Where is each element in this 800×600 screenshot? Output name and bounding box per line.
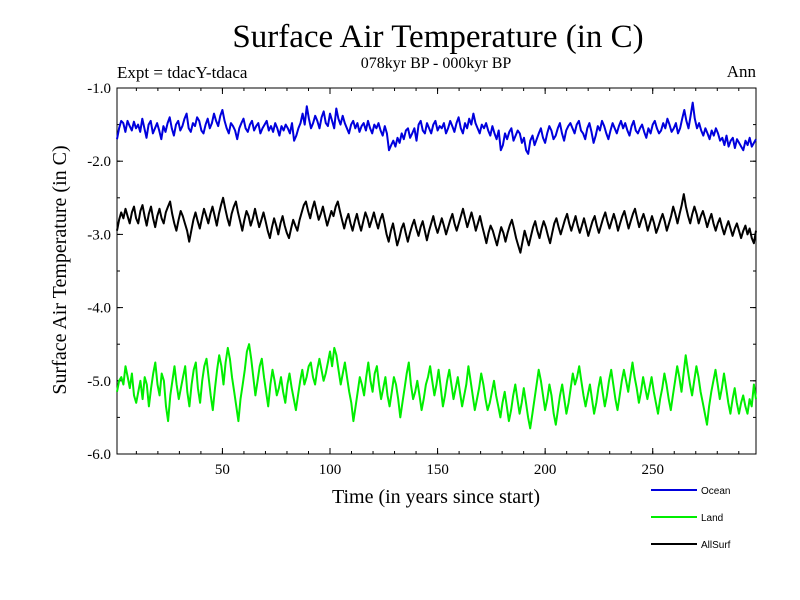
y-tick-label: -5.0 [87, 374, 111, 390]
y-tick-label: -1.0 [87, 81, 111, 97]
legend-label-land: Land [701, 513, 723, 524]
experiment-label: Expt = tdacY-tdaca [117, 63, 248, 82]
season-label: Ann [727, 62, 757, 81]
series-line-land [116, 343, 757, 430]
chart-subtitle: 078kyr BP - 000kyr BP [361, 55, 512, 72]
y-tick-label: -2.0 [87, 154, 111, 170]
series-line-allsurf [116, 193, 757, 254]
y-tick-label: -6.0 [87, 447, 111, 463]
y-axis-title: Surface Air Temperature (in C) [49, 145, 71, 394]
legend: Ocean Land AllSurf [651, 486, 731, 551]
legend-label-allsurf: AllSurf [701, 540, 731, 551]
series-lines [116, 101, 757, 430]
x-tick-label: 100 [319, 462, 342, 478]
x-tick-label: 200 [534, 462, 557, 478]
x-tick-label: 150 [426, 462, 449, 478]
x-axis-title: Time (in years since start) [332, 486, 540, 508]
y-tick-label: -3.0 [87, 227, 111, 243]
axis-ticks: -6.0 -5.0 -4.0 -3.0 -2.0 -1.0 50 100 150 200 250 [87, 81, 756, 478]
y-tick-label: -4.0 [87, 301, 111, 317]
chart-title: Surface Air Temperature (in C) [232, 19, 643, 55]
legend-label-ocean: Ocean [701, 486, 730, 497]
x-tick-label: 50 [215, 462, 230, 478]
x-tick-label: 250 [641, 462, 664, 478]
series-line-ocean [116, 101, 757, 155]
